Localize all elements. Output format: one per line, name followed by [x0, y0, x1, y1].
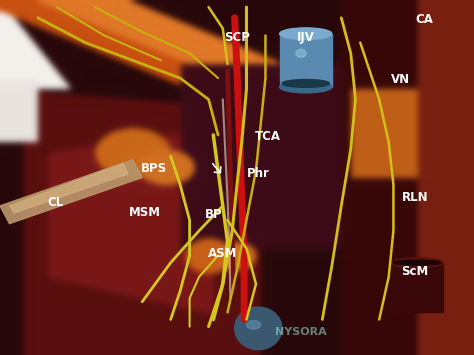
Text: Phr: Phr	[247, 168, 270, 180]
Text: TCA: TCA	[255, 130, 281, 143]
Text: SCP: SCP	[224, 31, 250, 44]
Polygon shape	[9, 163, 128, 213]
Ellipse shape	[393, 260, 441, 265]
Text: MSM: MSM	[128, 207, 161, 219]
FancyBboxPatch shape	[391, 263, 443, 312]
FancyBboxPatch shape	[280, 34, 332, 87]
Text: ScM: ScM	[401, 265, 428, 278]
Polygon shape	[0, 160, 142, 224]
Text: IJV: IJV	[297, 31, 315, 44]
Ellipse shape	[246, 321, 261, 329]
Text: ASM: ASM	[208, 247, 237, 260]
Text: BPS: BPS	[141, 162, 167, 175]
Ellipse shape	[280, 81, 332, 93]
Text: BP: BP	[204, 208, 222, 221]
Text: NYSORA: NYSORA	[275, 327, 327, 337]
Ellipse shape	[235, 307, 282, 350]
Text: CA: CA	[415, 13, 433, 26]
Text: CL: CL	[48, 196, 64, 209]
Ellipse shape	[391, 258, 443, 268]
Ellipse shape	[280, 28, 332, 40]
Ellipse shape	[282, 80, 329, 87]
Ellipse shape	[296, 49, 306, 57]
Text: VN: VN	[391, 73, 410, 86]
Text: RLN: RLN	[401, 191, 428, 203]
